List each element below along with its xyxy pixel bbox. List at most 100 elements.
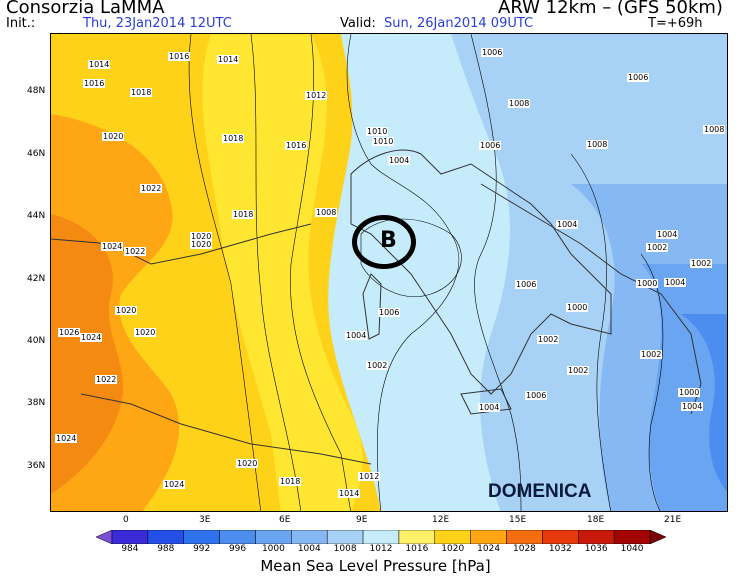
isobar-label: 1002 [640,350,663,359]
colorbar-cell [291,530,328,544]
colorbar-cell [147,530,184,544]
colorbar-label: 1016 [405,544,429,554]
colorbar-cell [506,530,543,544]
colorbar-cell [326,530,364,544]
lat-label: 38N [27,398,46,408]
isobar-label: 1004 [556,220,579,229]
colorbar-cell [362,530,400,544]
lon-label: 0 [123,515,129,525]
isobar-1002 [570,153,611,511]
isobar-label: 1006 [627,73,650,82]
valid-value: Sun, 26Jan2014 09UTC [384,16,534,31]
isobar-1020 [188,34,262,511]
isobar-label: 1020 [190,232,213,241]
lat-label: 42N [27,274,46,284]
colorbar-cell [434,530,471,544]
isobar-1000 [640,253,664,511]
colorbar-label: 1028 [513,544,536,554]
colorbar-label: 1008 [333,544,357,554]
colorbar-cell [183,530,220,544]
isobar-label: 1002 [567,366,590,375]
isobar-label: 1018 [222,134,245,143]
lat-label: 48N [27,86,46,96]
app-title: Consorzia LaMMA [6,0,165,18]
isobar-label: 1024 [55,434,78,443]
isobar-label: 1002 [646,243,669,252]
isobar-label: 1018 [232,210,255,219]
colorbar-label: 988 [157,544,175,554]
isobar-label: 1004 [664,278,687,287]
isobar-label: 1012 [305,91,328,100]
isobar-label: 1024 [101,242,124,251]
isobar-label: 1004 [656,230,679,239]
colorbar-label: 1024 [477,544,501,554]
colorbar-cell [398,530,436,544]
isobar-label: 1004 [345,331,368,340]
colorbar-label: 1032 [548,544,572,554]
isobar-label: 1016 [168,52,191,61]
isobar-label: 1020 [102,132,125,141]
sardinia-corsica-coastline [362,273,382,340]
valid-label: Valid: [340,16,376,31]
isobar-label: 1000 [566,303,589,312]
isobar-label: 1016 [83,79,106,88]
model-info: ARW 12km – (GFS 50km) [498,0,723,18]
isobar-label: 1018 [279,477,302,486]
lon-label: 9E [356,515,368,525]
colorbar-label: 1040 [620,544,644,554]
pressure-field [51,34,727,511]
isobar-label: 1012 [358,472,381,481]
colorbar-label: 1012 [369,544,393,554]
colorbar-label: 1020 [441,544,465,554]
isobar-label: 1002 [537,335,560,344]
band-1026 [51,214,124,494]
lat-label: 44N [27,211,46,221]
isobar-label: 1024 [163,480,186,489]
colorbar-cell [111,530,149,544]
isobar-label: 1008 [508,99,531,108]
isobar-label: 1010 [366,127,389,136]
isobar-label: 1006 [525,391,548,400]
colorbar [96,530,666,544]
isobar-label: 1004 [388,156,411,165]
lon-label: 12E [432,515,450,525]
lon-label: 6E [279,515,291,525]
colorbar-cell [255,530,292,544]
colorbar-cell [470,530,507,544]
isobar-label: 1020 [190,240,213,249]
isobar-label: 1014 [217,55,240,64]
low-pressure-circle [352,215,416,269]
isobar-label: 1002 [366,361,389,370]
isobar-label: 1020 [134,328,157,337]
colorbar-cell [613,530,651,544]
isobar-label: 1006 [481,48,504,57]
colorbar-cell [578,530,615,544]
pressure-map [50,33,728,512]
isobar-label: 1010 [372,137,395,146]
sicily-coastline [460,388,512,415]
band-996 [681,314,727,492]
isobar-label: 1024 [80,333,103,342]
isobar-label: 1006 [378,308,401,317]
isobar-label: 1016 [285,141,308,150]
colorbar-label: 984 [121,544,139,554]
colorbar-label: 1036 [584,544,608,554]
colorbar-high-arrow [649,530,666,544]
lon-label: 15E [509,515,527,525]
isobar-label: 1014 [88,60,111,69]
colorbar-cell [542,530,579,544]
isobar-label: 1014 [338,489,361,498]
lat-label: 36N [27,461,46,471]
isobar-label: 1022 [140,184,163,193]
lon-label: 18E [587,515,605,525]
isobar-label: 1008 [586,140,609,149]
colorbar-label: 1004 [297,544,321,554]
colorbar-cell [219,530,256,544]
isobar-label: 1000 [678,388,701,397]
lon-label: 21E [664,515,682,525]
colorbar-low-arrow [96,530,113,544]
italy-coastline [350,149,612,395]
isobar-label: 1022 [124,247,147,256]
isobar-label: 1004 [478,403,501,412]
isobar-label: 1020 [115,306,138,315]
